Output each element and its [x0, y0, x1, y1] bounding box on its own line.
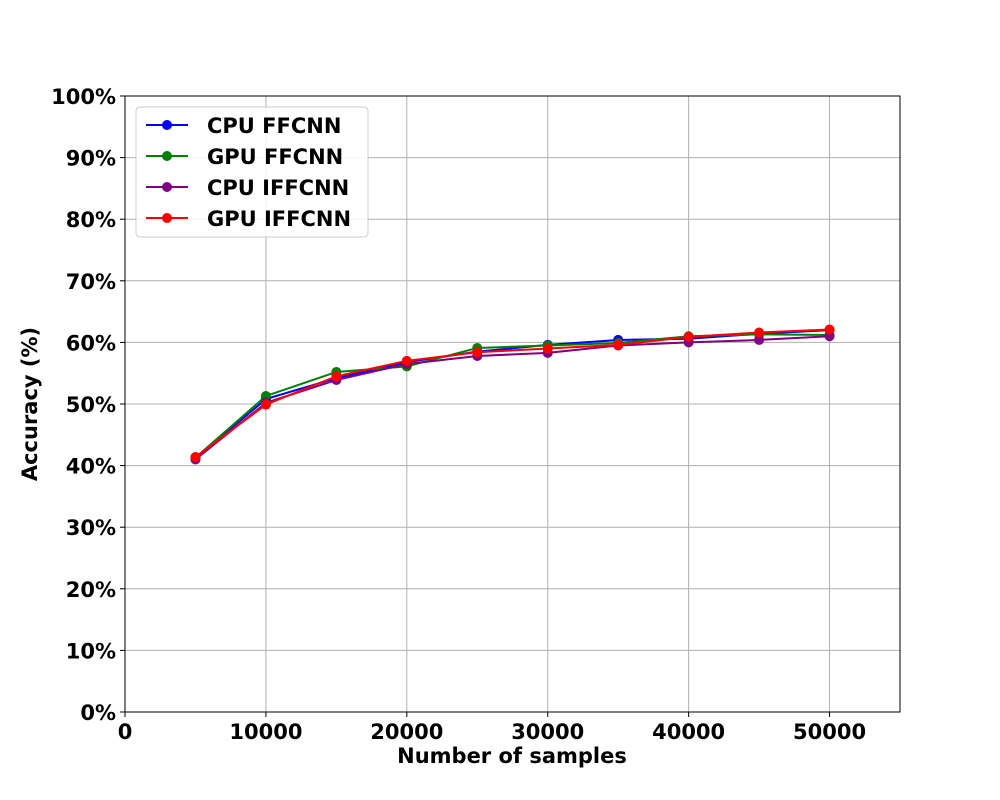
data-point-gpu-iffcnn: [824, 324, 835, 335]
legend-item-cpu-ffcnn: CPU FFCNN: [146, 114, 341, 138]
y-tick-label: 40%: [66, 455, 116, 479]
y-tick-label: 30%: [66, 516, 116, 540]
series-layer: [190, 324, 835, 465]
x-tick-label: 10000: [229, 720, 302, 744]
y-tick-label: 20%: [66, 578, 116, 602]
data-point-gpu-iffcnn: [190, 451, 201, 462]
legend-label: CPU FFCNN: [207, 114, 341, 138]
legend-swatch-marker: [162, 151, 172, 161]
data-point-gpu-iffcnn: [260, 399, 271, 410]
legend-swatch-marker: [162, 213, 172, 223]
data-point-gpu-iffcnn: [472, 347, 483, 358]
x-tick-label: 40000: [652, 720, 725, 744]
y-tick-label: 50%: [66, 393, 116, 417]
y-tick-label: 70%: [66, 270, 116, 294]
legend-swatch-marker: [162, 120, 172, 130]
x-axis-label: Number of samples: [397, 744, 627, 768]
x-tick-label: 50000: [793, 720, 866, 744]
y-tick-label: 10%: [66, 639, 116, 663]
legend-label: GPU FFCNN: [207, 145, 343, 169]
legend-item-gpu-iffcnn: GPU IFFCNN: [146, 207, 351, 231]
legend-label: CPU IFFCNN: [207, 176, 349, 200]
legend-item-cpu-iffcnn: CPU IFFCNN: [146, 176, 349, 200]
legend-label: GPU IFFCNN: [207, 207, 351, 231]
x-axis-ticks: 0 10000 20000 30000 40000 50000: [118, 712, 866, 744]
legend: CPU FFCNN GPU FFCNN CPU IFFCNN GPU IFFCNN: [135, 106, 369, 238]
series-line-gpu-ffcnn: [194, 333, 830, 459]
y-tick-label: 100%: [51, 85, 116, 109]
y-tick-label: 80%: [66, 208, 116, 232]
y-axis-ticks: 0% 10% 20% 30% 40% 50% 60% 70% 80% 90% 100%: [51, 85, 125, 725]
x-tick-label: 0: [118, 720, 133, 744]
x-tick-label: 20000: [370, 720, 443, 744]
data-point-gpu-iffcnn: [683, 331, 694, 342]
data-point-gpu-iffcnn: [331, 371, 342, 382]
x-tick-label: 30000: [511, 720, 584, 744]
y-tick-label: 90%: [66, 147, 116, 171]
legend-swatch-marker: [162, 182, 172, 192]
data-point-gpu-iffcnn: [613, 339, 624, 350]
data-point-gpu-iffcnn: [542, 343, 553, 354]
legend-item-gpu-ffcnn: GPU FFCNN: [146, 145, 343, 169]
data-point-gpu-iffcnn: [754, 327, 765, 338]
y-axis-label: Accuracy (%): [18, 327, 42, 481]
legend-box: [135, 106, 369, 238]
y-tick-label: 0%: [80, 701, 116, 725]
series-line-cpu-iffcnn: [194, 335, 830, 461]
y-tick-label: 60%: [66, 331, 116, 355]
series-gpu-iffcnn: [190, 324, 835, 462]
data-point-gpu-iffcnn: [401, 355, 412, 366]
data-point-cpu-iffcnn: [754, 334, 765, 345]
series-line-gpu-iffcnn: [194, 328, 830, 458]
